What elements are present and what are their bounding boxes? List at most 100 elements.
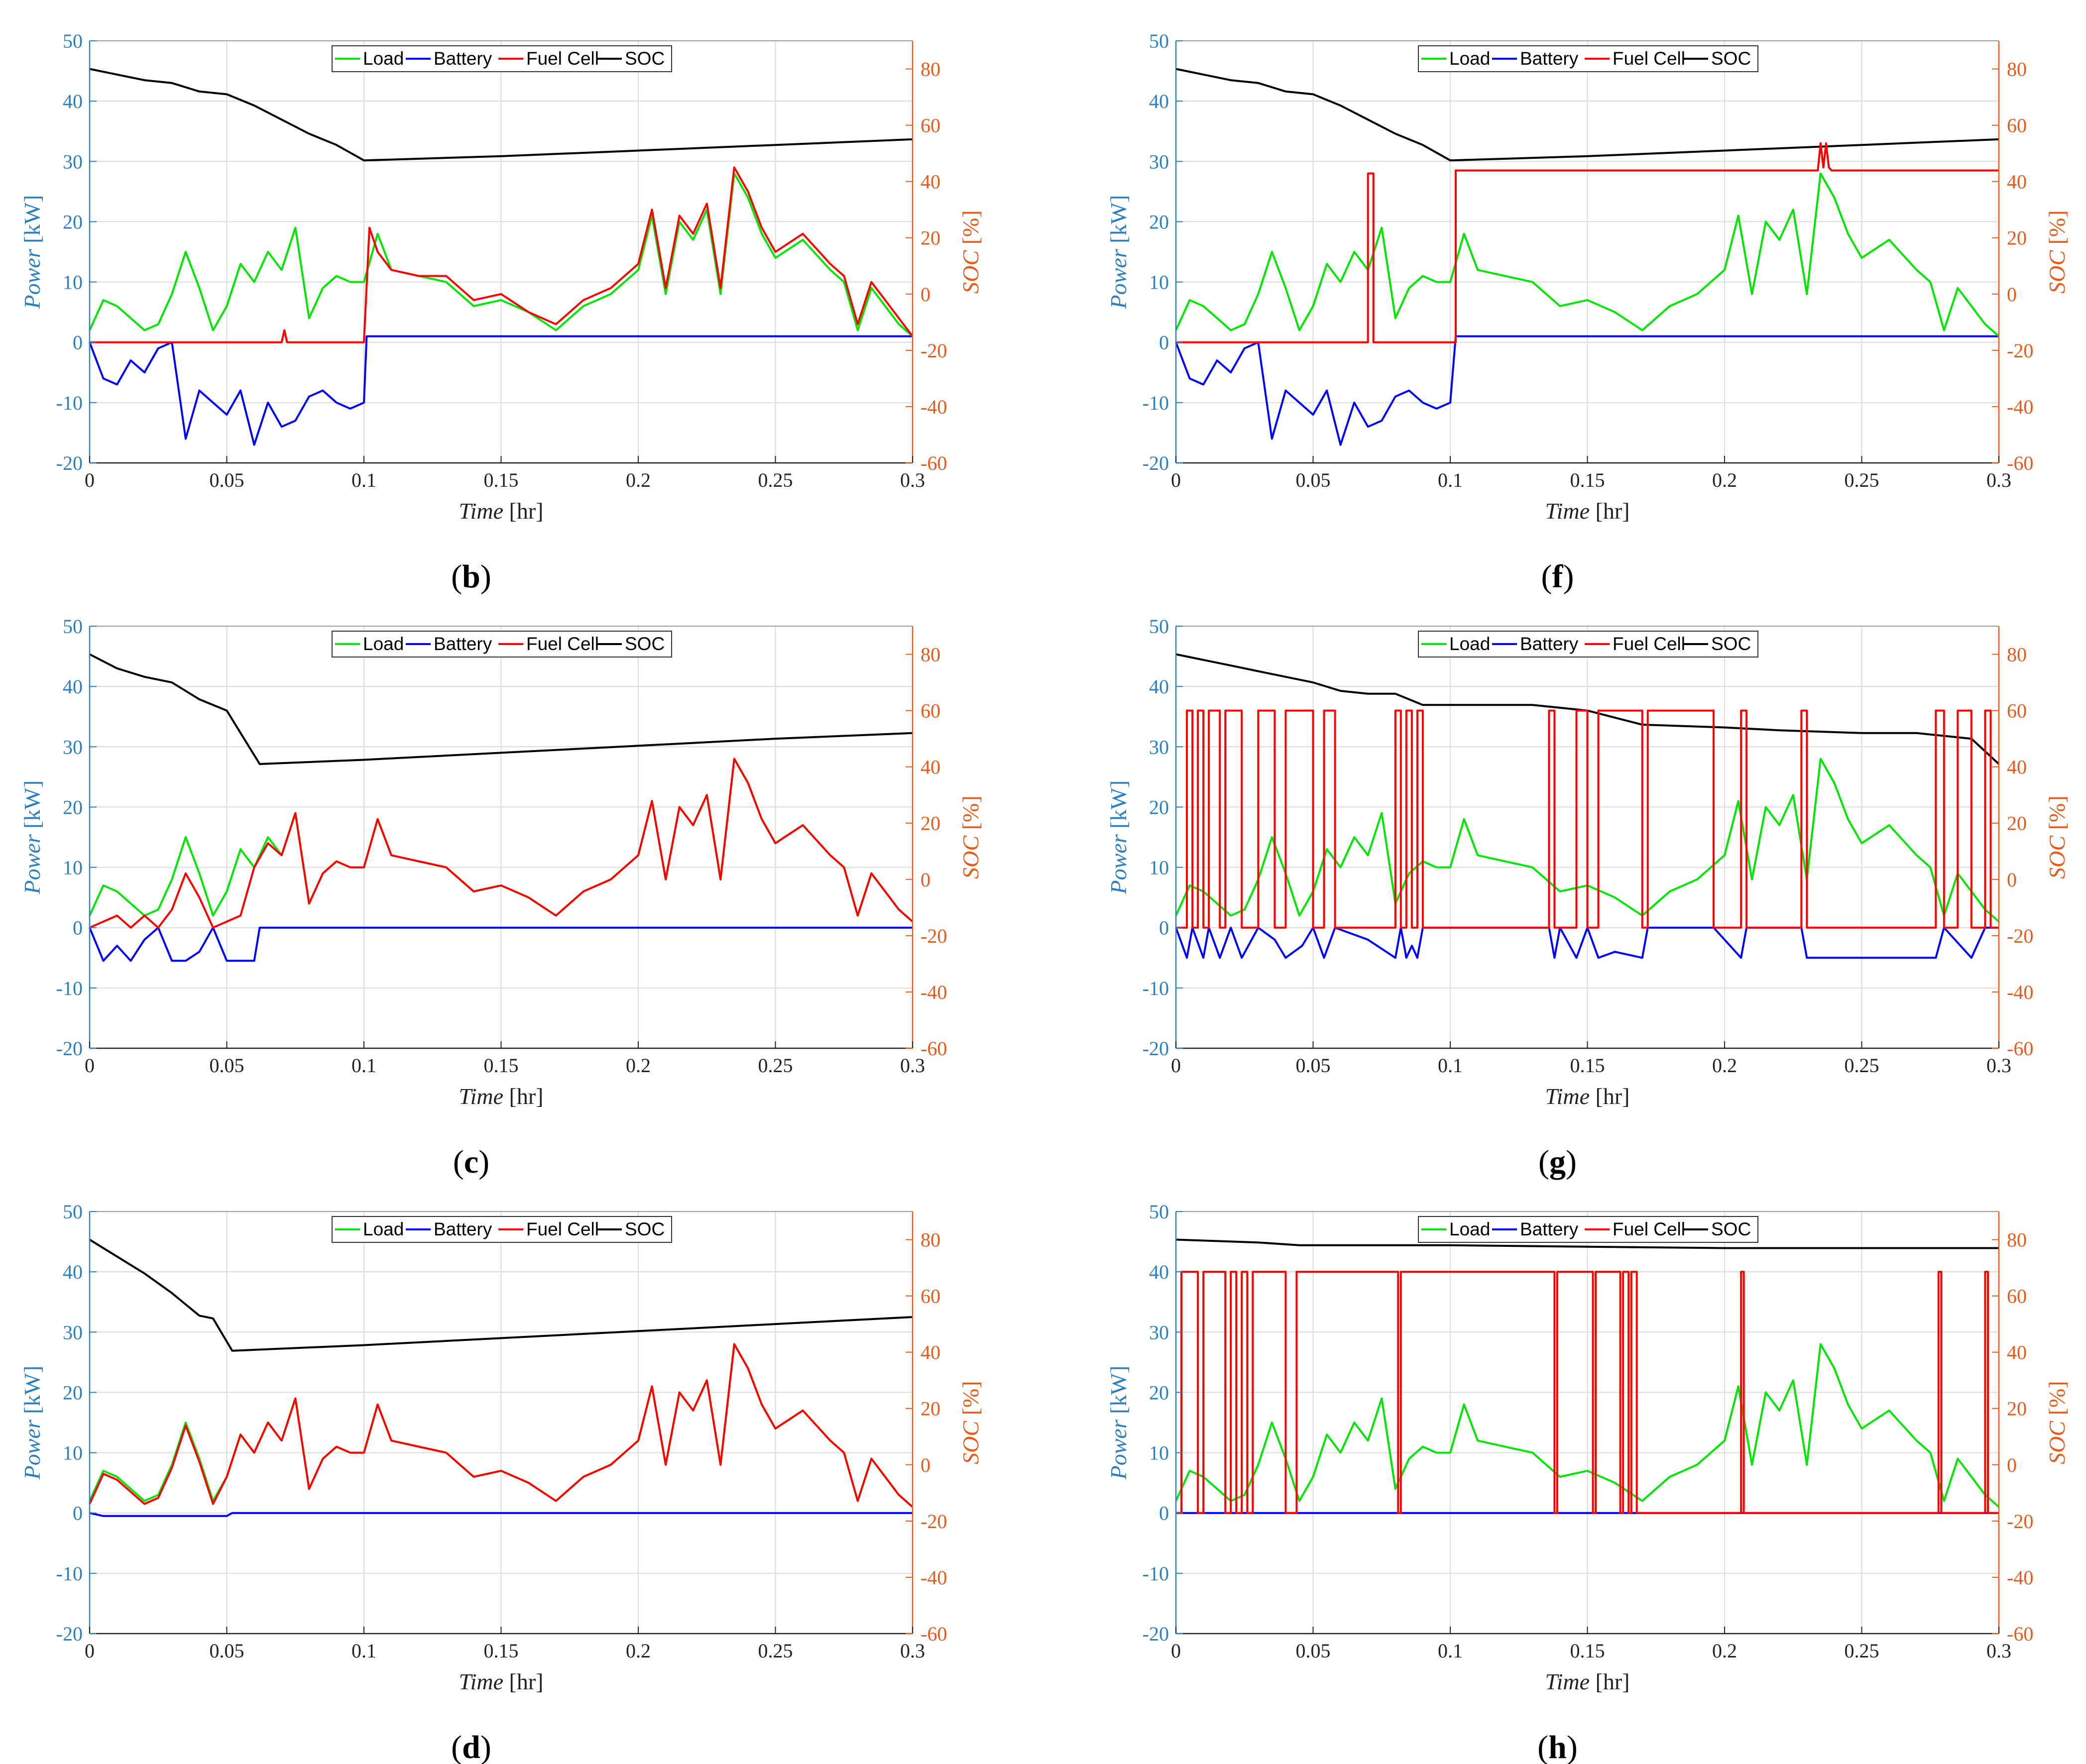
x-tick-label: 0.25 [1845, 469, 1879, 491]
x-axis-label-name: Time [459, 1669, 503, 1694]
right-tick-label: 80 [2007, 644, 2027, 666]
left-tick-label: 30 [63, 150, 83, 173]
left-tick-label: -20 [1143, 452, 1169, 474]
x-tick-label: 0.1 [1438, 469, 1463, 491]
x-tick-label: 0.3 [1986, 1640, 2011, 1662]
right-axis-label-name: SOC [958, 1420, 983, 1464]
x-axis-label: Time [hr] [1545, 1084, 1630, 1109]
x-tick-label: 0.15 [484, 1640, 519, 1662]
x-tick-label: 0 [1171, 469, 1181, 491]
panel-label-letter: h [1548, 1729, 1567, 1764]
grid-lines [89, 626, 913, 1049]
left-axis-label-name: Power [19, 834, 45, 894]
right-tick-label: -40 [2007, 396, 2033, 418]
right-tick-label: 0 [921, 283, 930, 306]
left-tick-label: 40 [1149, 1261, 1169, 1283]
series-lines [1175, 653, 2000, 959]
panel-label-open: ( [1537, 1729, 1548, 1764]
left-tick-label: -10 [56, 392, 83, 414]
right-tick-label: 40 [921, 756, 940, 778]
right-tick-label: 0 [921, 869, 930, 891]
grid-lines [1175, 40, 1999, 463]
right-tick-label: 40 [2007, 756, 2027, 778]
right-tick-label: 20 [2007, 227, 2027, 249]
legend-label-battery: Battery [1520, 1219, 1579, 1239]
right-tick-label: -40 [2007, 1566, 2033, 1589]
right-tick-label: 60 [2007, 1285, 2027, 1308]
left-tick-label: 40 [1149, 90, 1169, 112]
panel-label-letter: b [462, 558, 480, 595]
right-axis-label: SOC [%] [958, 795, 983, 879]
right-tick-label: -60 [2007, 1623, 2033, 1645]
legend-label-fuel-cell: Fuel Cell [1613, 48, 1685, 69]
left-axis-label-unit: [kW] [1106, 195, 1131, 249]
x-axis-label: Time [hr] [1545, 498, 1630, 524]
left-tick-label: 0 [1159, 331, 1169, 354]
left-tick-label: 0 [1159, 1502, 1169, 1525]
right-axis-label-name: SOC [2044, 835, 2070, 879]
left-tick-label: 40 [63, 675, 83, 698]
left-tick-label: 20 [1149, 796, 1169, 818]
panel-label-open: ( [451, 1729, 462, 1764]
left-tick-label: -20 [56, 1037, 83, 1060]
panel-label-open: ( [451, 558, 462, 595]
series-lines [1175, 68, 2000, 446]
x-axis-label-unit: [hr] [503, 1669, 543, 1694]
grid-lines [1175, 1211, 1999, 1634]
right-tick-label: -60 [921, 1037, 947, 1060]
right-tick-label: 0 [921, 1454, 930, 1476]
legend-label-load: Load [1449, 48, 1490, 69]
legend-label-battery: Battery [1520, 634, 1579, 654]
right-axis-label-unit: [%] [2044, 795, 2070, 835]
x-tick-label: 0.25 [1845, 1054, 1879, 1077]
right-tick-label: 80 [921, 58, 940, 81]
x-tick-label: 0.25 [758, 1054, 793, 1077]
right-tick-label: 40 [2007, 171, 2027, 193]
x-axis-label-unit: [hr] [503, 498, 543, 524]
x-tick-label: 0.2 [1712, 1640, 1737, 1662]
right-tick-label: 80 [2007, 58, 2027, 81]
x-axis-label: Time [hr] [459, 498, 544, 524]
series-battery [89, 335, 913, 446]
left-axis-label-name: Power [19, 248, 45, 309]
x-tick-label: 0.3 [900, 1640, 925, 1662]
left-tick-label: 0 [73, 1502, 83, 1525]
legend-label-soc: SOC [1711, 634, 1751, 654]
left-tick-label: 50 [1149, 30, 1169, 52]
left-tick-label: 50 [1149, 1201, 1169, 1223]
legend-label-load: Load [363, 634, 404, 654]
left-tick-label: 30 [63, 1321, 83, 1343]
legend-label-soc: SOC [1711, 48, 1751, 69]
x-tick-label: 0.1 [1438, 1640, 1463, 1662]
x-axis-label-unit: [hr] [503, 1084, 543, 1109]
left-tick-label: 10 [63, 1442, 83, 1464]
right-tick-label: 80 [921, 1229, 940, 1251]
right-tick-label: -20 [2007, 925, 2033, 947]
panel-label-close: ) [1563, 558, 1574, 595]
right-tick-label: -60 [921, 452, 947, 474]
panel-label-close: ) [480, 1729, 491, 1764]
x-axis-label-name: Time [1545, 1669, 1590, 1694]
x-tick-label: 0.25 [1845, 1640, 1879, 1662]
x-tick-label: 0.2 [626, 1640, 651, 1662]
right-tick-label: 60 [2007, 114, 2027, 137]
x-tick-label: 0.1 [351, 469, 376, 491]
left-tick-label: 30 [63, 736, 83, 758]
x-tick-label: 0 [85, 469, 95, 491]
panel-label-letter: g [1549, 1144, 1566, 1180]
right-tick-label: -40 [2007, 981, 2033, 1003]
panel-label: (f) [1541, 558, 1574, 595]
right-axis-label-name: SOC [958, 249, 983, 293]
right-tick-label: 40 [921, 171, 940, 193]
series-fuel-cell [89, 1343, 914, 1508]
left-axis-label: Power [kW] [19, 1366, 45, 1480]
left-axis-label-name: Power [1106, 834, 1131, 894]
right-tick-label: 60 [921, 700, 940, 722]
right-tick-label: 20 [921, 1398, 940, 1420]
series-soc [89, 68, 913, 162]
left-axis-label: Power [kW] [1106, 780, 1131, 895]
x-axis-label: Time [hr] [459, 1084, 544, 1109]
legend-label-load: Load [1449, 634, 1490, 654]
series-fuel-cell [90, 166, 914, 343]
left-tick-label: 10 [1149, 271, 1169, 294]
